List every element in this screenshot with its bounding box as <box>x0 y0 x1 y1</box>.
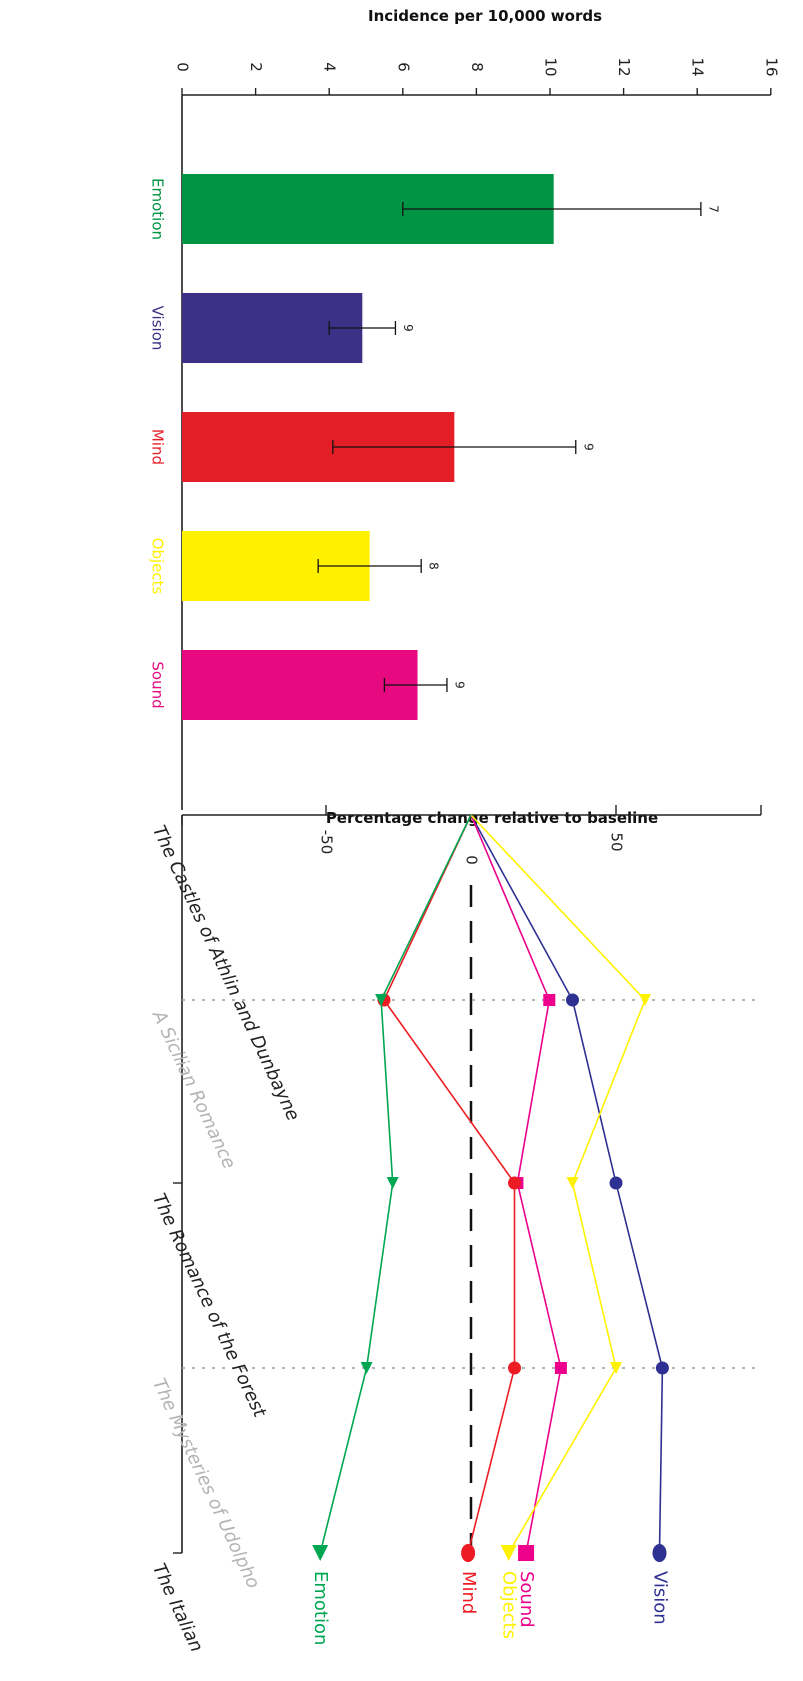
data-point-mind <box>508 1176 521 1190</box>
data-point-sound <box>554 1362 567 1374</box>
bar-axis-tick-label: 8 <box>468 62 486 72</box>
bar-category-label: Sound <box>149 661 167 708</box>
data-point-mind <box>508 1361 521 1375</box>
data-point-objects <box>500 1545 517 1561</box>
bar-axis-tick-label: 4 <box>321 62 339 72</box>
series-label-sound: Sound <box>516 1571 537 1628</box>
bar-category-label: Mind <box>149 429 167 465</box>
data-point-vision <box>566 993 579 1007</box>
bar-axis-tick-label: 0 <box>174 62 192 72</box>
bar-sound <box>182 650 418 720</box>
bar-chart: 0 2 4 6 8 10 12 14 16 7 Emotion 9 Vision 9 Mind 8 Object… <box>149 57 780 810</box>
data-point-vision <box>655 1361 669 1375</box>
line-chart: -50 50 0 The Castles of Athlin and Dunbayne… <box>148 805 762 1655</box>
series-label-objects: Objects <box>499 1571 520 1639</box>
series-label-mind: Mind <box>458 1571 479 1614</box>
line-axis-tick-label: -50 <box>318 830 336 855</box>
line-chart-title: Percentage change relative to baseline <box>326 809 658 827</box>
error-bar-n-label: 9 <box>581 443 595 451</box>
bar-category-label: Objects <box>149 538 167 595</box>
bar-axis-tick-label: 6 <box>394 62 412 72</box>
data-point-sound <box>543 994 556 1006</box>
data-point-objects <box>566 1177 579 1189</box>
bar-axis-tick-label: 2 <box>247 62 265 72</box>
data-point-vision <box>609 1176 623 1190</box>
data-point-emotion <box>360 1362 373 1374</box>
bar-category-label: Emotion <box>149 178 167 240</box>
error-bar-n-label: 8 <box>427 562 441 570</box>
series-line-mind <box>383 814 516 1554</box>
data-point-emotion <box>386 1177 399 1189</box>
series-line-vision <box>470 814 664 1554</box>
bar-axis-tick-label: 12 <box>615 57 633 76</box>
data-point-objects <box>639 994 651 1006</box>
data-point-mind <box>461 1544 476 1562</box>
series-label-vision: Vision <box>650 1571 671 1625</box>
bar-chart-title: Incidence per 10,000 words <box>368 7 602 25</box>
bar-category-label: Vision <box>149 306 167 351</box>
series-line-emotion <box>319 814 472 1554</box>
data-point-emotion <box>312 1545 329 1561</box>
bar-axis-tick-label: 16 <box>762 57 780 76</box>
data-point-objects <box>610 1362 622 1374</box>
error-bar-n-label: 7 <box>706 205 720 213</box>
line-category-label: The Italian <box>148 1560 207 1655</box>
bar-axis-tick-label: 10 <box>542 57 560 76</box>
bar-axis-tick-label: 14 <box>689 57 707 76</box>
line-category-label: A Sicilian Romance <box>148 1006 240 1172</box>
error-bar-n-label: 9 <box>401 324 415 332</box>
line-axis-tick-label: 50 <box>608 832 626 851</box>
series-label-emotion: Emotion <box>310 1571 331 1645</box>
data-point-vision <box>652 1544 667 1562</box>
baseline-zero-label: 0 <box>463 855 481 865</box>
data-point-emotion <box>375 994 388 1006</box>
error-bar-n-label: 9 <box>452 681 466 689</box>
data-point-sound <box>518 1545 535 1561</box>
line-category-label: The Castles of Athlin and Dunbayne <box>148 822 304 1124</box>
